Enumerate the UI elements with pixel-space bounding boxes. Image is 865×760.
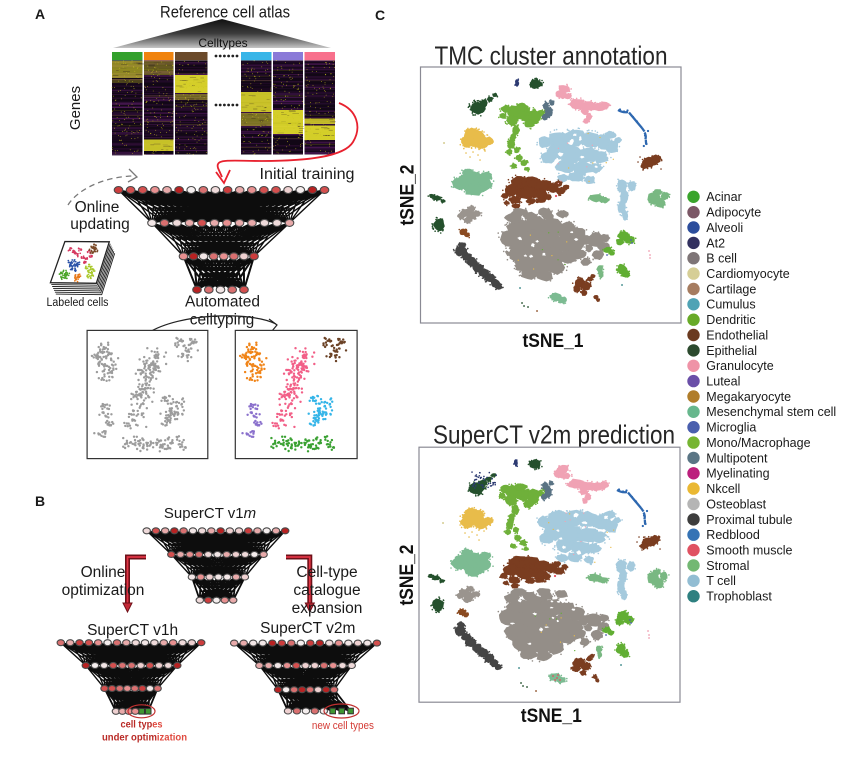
svg-text:new cell types: new cell types (312, 720, 374, 732)
svg-text:tSNE_1: tSNE_1 (521, 706, 582, 727)
svg-text:Alveoli: Alveoli (706, 221, 743, 235)
svg-text:Automated: Automated (185, 294, 260, 311)
svg-text:A: A (35, 6, 45, 22)
svg-text:Stromal: Stromal (706, 559, 749, 573)
svg-text:Acinar: Acinar (706, 190, 741, 204)
svg-text:tSNE_2: tSNE_2 (397, 545, 418, 606)
svg-text:Epithelial: Epithelial (706, 344, 757, 358)
svg-text:Megakaryocyte: Megakaryocyte (706, 390, 791, 404)
svg-text:updating: updating (70, 216, 129, 233)
svg-text:Adipocyte: Adipocyte (706, 206, 761, 220)
svg-text:Celltypes: Celltypes (198, 36, 247, 50)
svg-text:Proximal tubule: Proximal tubule (706, 513, 792, 527)
svg-text:Dendritic: Dendritic (706, 313, 755, 327)
svg-text:optimization: optimization (62, 582, 145, 599)
svg-text:SuperCT v1m: SuperCT v1m (164, 505, 256, 522)
svg-text:cell types: cell types (121, 719, 163, 731)
svg-text:under optimization: under optimization (102, 732, 187, 744)
svg-text:Online: Online (81, 564, 126, 581)
svg-text:Smooth muscle: Smooth muscle (706, 544, 792, 558)
svg-text:Granulocyte: Granulocyte (706, 359, 773, 373)
svg-text:Cumulus: Cumulus (706, 298, 755, 312)
svg-text:TMC cluster annotation: TMC cluster annotation (435, 41, 668, 71)
svg-text:Online: Online (75, 199, 120, 216)
svg-text:SuperCT v2m: SuperCT v2m (260, 620, 355, 637)
svg-text:Cardiomyocyte: Cardiomyocyte (706, 267, 789, 281)
svg-text:Endothelial: Endothelial (706, 328, 768, 342)
svg-text:celltyping: celltyping (190, 312, 255, 329)
svg-text:B cell: B cell (706, 252, 737, 266)
svg-text:Myelinating: Myelinating (706, 467, 769, 481)
svg-text:At2: At2 (706, 236, 725, 250)
svg-text:SuperCT v2m prediction: SuperCT v2m prediction (433, 420, 675, 450)
svg-text:Nkcell: Nkcell (706, 482, 740, 496)
svg-text:T cell: T cell (706, 574, 736, 588)
svg-text:expansion: expansion (292, 600, 363, 617)
svg-text:Redblood: Redblood (706, 528, 760, 542)
svg-text:C: C (375, 7, 385, 23)
svg-text:Microglia: Microglia (706, 421, 756, 435)
svg-text:Luteal: Luteal (706, 375, 740, 389)
svg-text:SuperCT v1h: SuperCT v1h (87, 622, 178, 639)
svg-text:B: B (35, 493, 45, 509)
svg-text:Cell-type: Cell-type (296, 564, 357, 581)
svg-text:catalogue: catalogue (293, 582, 360, 599)
svg-text:tSNE_2: tSNE_2 (398, 165, 419, 226)
svg-text:Labeled cells: Labeled cells (47, 297, 109, 309)
svg-text:tSNE_1: tSNE_1 (523, 331, 584, 352)
svg-text:Initial training: Initial training (260, 166, 355, 183)
svg-text:Mono/Macrophage: Mono/Macrophage (706, 436, 810, 450)
svg-text:Cartilage: Cartilage (706, 282, 756, 296)
svg-text:Mesenchymal stem cell: Mesenchymal stem cell (706, 405, 836, 419)
svg-text:Trophoblast: Trophoblast (706, 590, 772, 604)
svg-text:Multipotent: Multipotent (706, 451, 768, 465)
svg-text:Osteoblast: Osteoblast (706, 497, 766, 511)
svg-text:Genes: Genes (67, 86, 84, 130)
svg-text:Reference cell atlas: Reference cell atlas (160, 4, 290, 22)
